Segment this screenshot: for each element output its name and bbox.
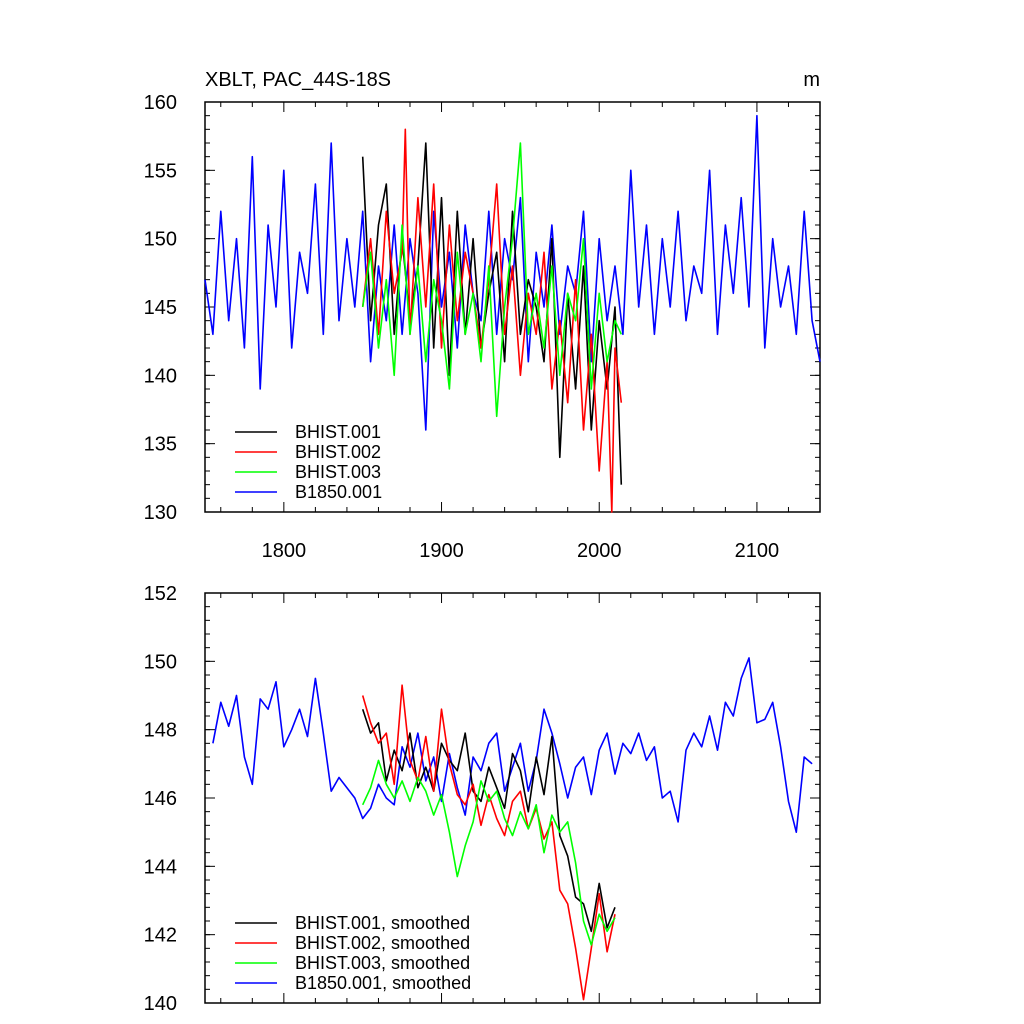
y-tick-label: 150 [144,651,177,673]
legend-label: BHIST.001, smoothed [295,913,470,933]
y-tick-label: 130 [144,502,177,524]
series-line-4 [212,657,813,834]
y-tick-label: 148 [144,720,177,742]
x-tick-label: 2100 [735,540,780,562]
y-tick-label: 140 [144,993,177,1015]
top-panel: XBLT, PAC_44S-18S m 130 135 140 145 150 155 16… [144,69,821,562]
y-tick-label: 140 [144,365,177,387]
x-tick-label: 1900 [419,540,464,562]
series-lines [212,657,813,1001]
y-tick-label: 145 [144,297,177,319]
y-tick-label: 135 [144,434,177,456]
x-tick-label: 1800 [262,540,307,562]
y-tick-label: 150 [144,229,177,251]
legend-label: BHIST.003, smoothed [295,953,470,973]
y-tick-label: 160 [144,92,177,114]
y-tick-label: 155 [144,160,177,182]
legend-label: BHIST.001 [295,422,381,442]
series-line-4 [204,114,821,431]
series-line-1 [361,708,616,933]
y-tick-label: 144 [144,856,177,878]
series-lines [204,114,821,513]
x-tick-label: 2000 [577,540,622,562]
bottom-panel: 140 142 144 146 148 150 152 BHIST.001, smoothe… [144,583,821,1015]
y-tick-label: 146 [144,788,177,810]
legend-label: BHIST.002, smoothed [295,933,470,953]
legend-label: BHIST.003 [295,462,381,482]
series-line-2 [361,128,623,513]
y-tick-label: 152 [144,583,177,605]
y-tick-label: 142 [144,925,177,947]
units-label: m [803,69,820,91]
series-line-3 [361,759,616,946]
axis-ticks: 140 142 144 146 148 150 152 [144,583,821,1015]
series-line-2 [361,684,616,1001]
legend-label: B1850.001, smoothed [295,973,471,993]
legend-label: B1850.001 [295,482,382,502]
legend-label: BHIST.002 [295,442,381,462]
chart-title: XBLT, PAC_44S-18S [205,69,391,91]
series-line-3 [361,142,623,418]
axis-ticks: 130 135 140 145 150 155 160 1800 1900 2000 2100 [144,92,821,562]
